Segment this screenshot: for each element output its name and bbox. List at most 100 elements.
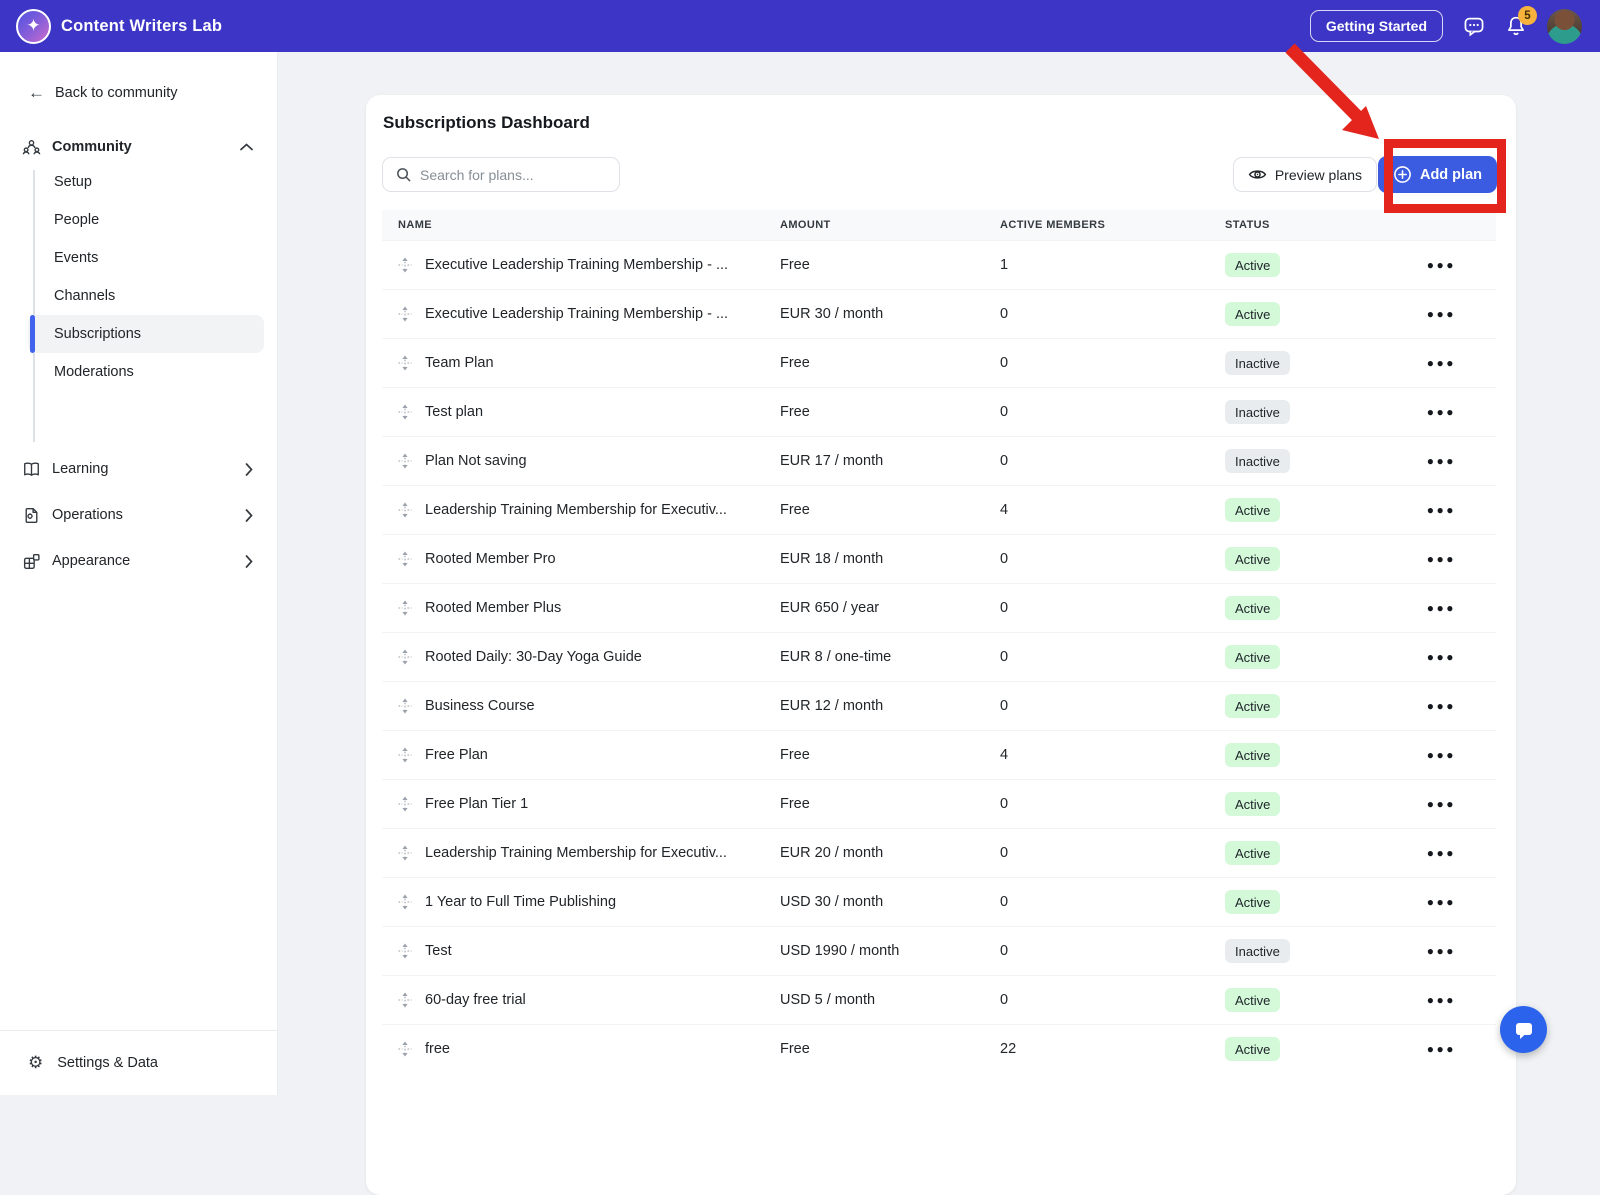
row-actions-menu-button[interactable]: ●●● [1426, 1042, 1456, 1056]
plan-active-members: 0 [1000, 796, 1009, 812]
plan-name: 60-day free trial [425, 992, 526, 1008]
drag-handle-icon[interactable] [398, 1041, 412, 1057]
operations-label: Operations [52, 507, 123, 523]
drag-handle-icon[interactable] [398, 992, 412, 1008]
sidebar-section-operations[interactable]: Operations [0, 502, 277, 528]
status-badge: Active [1225, 694, 1281, 718]
preview-plans-button[interactable]: Preview plans [1232, 157, 1377, 192]
plan-name: Test plan [425, 404, 484, 420]
row-actions-menu-button[interactable]: ●●● [1426, 258, 1456, 272]
plan-active-members: 0 [1000, 894, 1009, 910]
sidebar-item[interactable]: Events [0, 239, 277, 277]
book-icon [22, 460, 41, 479]
sidebar-item[interactable]: Setup [0, 163, 277, 201]
table-header: NAME AMOUNT ACTIVE MEMBERS STATUS [382, 210, 1496, 240]
search-box [382, 157, 620, 192]
back-to-community-link[interactable]: ← Back to community [28, 84, 178, 101]
plan-active-members: 0 [1000, 551, 1009, 567]
search-input[interactable] [420, 166, 609, 183]
sidebar-section-learning[interactable]: Learning [0, 456, 277, 482]
chevron-right-icon [245, 462, 253, 476]
drag-handle-icon[interactable] [398, 698, 412, 714]
user-avatar[interactable] [1547, 8, 1582, 44]
table-row: free Free 22 Active ●●● [382, 1024, 1496, 1073]
sidebar-item-label: Subscriptions [54, 326, 142, 342]
sidebar-item-settings-data[interactable]: ⚙ Settings & Data [28, 1047, 158, 1079]
sidebar-item-label: Channels [54, 288, 116, 304]
plan-name: Team Plan [425, 355, 494, 371]
row-actions-menu-button[interactable]: ●●● [1426, 944, 1456, 958]
drag-handle-icon[interactable] [398, 747, 412, 763]
page-title: Subscriptions Dashboard [383, 113, 590, 132]
drag-handle-icon[interactable] [398, 600, 412, 616]
drag-handle-icon[interactable] [398, 943, 412, 959]
status-badge: Active [1225, 890, 1281, 914]
chevron-up-icon [240, 143, 253, 151]
row-actions-menu-button[interactable]: ●●● [1426, 503, 1456, 517]
plan-active-members: 0 [1000, 306, 1009, 322]
row-actions-menu-button[interactable]: ●●● [1426, 699, 1456, 713]
plan-amount: Free [780, 404, 810, 420]
messages-icon[interactable] [1463, 15, 1485, 37]
community-label: Community [52, 139, 132, 155]
sidebar-section-appearance[interactable]: Appearance [0, 548, 277, 574]
status-badge: Active [1225, 743, 1281, 767]
row-actions-menu-button[interactable]: ●●● [1426, 356, 1456, 370]
sidebar-item[interactable]: Moderations [0, 353, 277, 391]
plans-table: NAME AMOUNT ACTIVE MEMBERS STATUS [382, 210, 1496, 1073]
appearance-label: Appearance [52, 553, 131, 569]
row-actions-menu-button[interactable]: ●●● [1426, 454, 1456, 468]
row-actions-menu-button[interactable]: ●●● [1426, 601, 1456, 615]
row-actions-menu-button[interactable]: ●●● [1426, 846, 1456, 860]
sidebar-section-community[interactable]: Community [0, 134, 277, 160]
row-actions-menu-button[interactable]: ●●● [1426, 895, 1456, 909]
row-actions-menu-button[interactable]: ●●● [1426, 650, 1456, 664]
row-actions-menu-button[interactable]: ●●● [1426, 797, 1456, 811]
appearance-icon [22, 552, 41, 571]
drag-handle-icon[interactable] [398, 404, 412, 420]
gear-icon: ⚙ [28, 1052, 44, 1073]
drag-handle-icon[interactable] [398, 355, 412, 371]
drag-handle-icon[interactable] [398, 894, 412, 910]
row-actions-menu-button[interactable]: ●●● [1426, 748, 1456, 762]
status-badge: Inactive [1225, 449, 1290, 473]
drag-handle-icon[interactable] [398, 845, 412, 861]
drag-handle-icon[interactable] [398, 453, 412, 469]
add-plan-button[interactable]: Add plan [1377, 156, 1497, 193]
drag-handle-icon[interactable] [398, 306, 412, 322]
table-row: Plan Not saving EUR 17 / month 0 Inactiv… [382, 436, 1496, 485]
plan-amount: EUR 30 / month [780, 306, 884, 322]
plan-active-members: 0 [1000, 649, 1009, 665]
row-actions-menu-button[interactable]: ●●● [1426, 552, 1456, 566]
plan-name: Executive Leadership Training Membership… [425, 257, 729, 273]
drag-handle-icon[interactable] [398, 502, 412, 518]
chevron-right-icon [245, 508, 253, 522]
back-arrow-icon: ← [28, 83, 45, 102]
main-content: Subscriptions Dashboard Preview plans [279, 52, 1600, 1195]
plan-active-members: 0 [1000, 992, 1009, 1008]
notifications-bell-icon[interactable]: 5 [1505, 6, 1537, 37]
preview-plans-label: Preview plans [1274, 166, 1362, 183]
status-badge: Active [1225, 253, 1281, 277]
subnav-tree-line [33, 170, 35, 442]
status-badge: Active [1225, 645, 1281, 669]
drag-handle-icon[interactable] [398, 551, 412, 567]
plan-name: Leadership Training Membership for Execu… [425, 845, 727, 861]
drag-handle-icon[interactable] [398, 649, 412, 665]
notification-count-badge: 5 [1518, 6, 1537, 25]
chat-launcher-button[interactable] [1500, 1006, 1547, 1053]
drag-handle-icon[interactable] [398, 257, 412, 273]
getting-started-button[interactable]: Getting Started [1309, 10, 1443, 42]
column-header-amount: AMOUNT [780, 219, 831, 231]
row-actions-menu-button[interactable]: ●●● [1426, 307, 1456, 321]
plus-circle-icon [1393, 165, 1412, 184]
plan-active-members: 4 [1000, 747, 1009, 763]
row-actions-menu-button[interactable]: ●●● [1426, 405, 1456, 419]
plan-name: Rooted Member Plus [425, 600, 562, 616]
search-icon [395, 166, 412, 183]
sidebar-item[interactable]: People [0, 201, 277, 239]
row-actions-menu-button[interactable]: ●●● [1426, 993, 1456, 1007]
drag-handle-icon[interactable] [398, 796, 412, 812]
sidebar-item[interactable]: Subscriptions [28, 315, 264, 353]
sidebar-item[interactable]: Channels [0, 277, 277, 315]
